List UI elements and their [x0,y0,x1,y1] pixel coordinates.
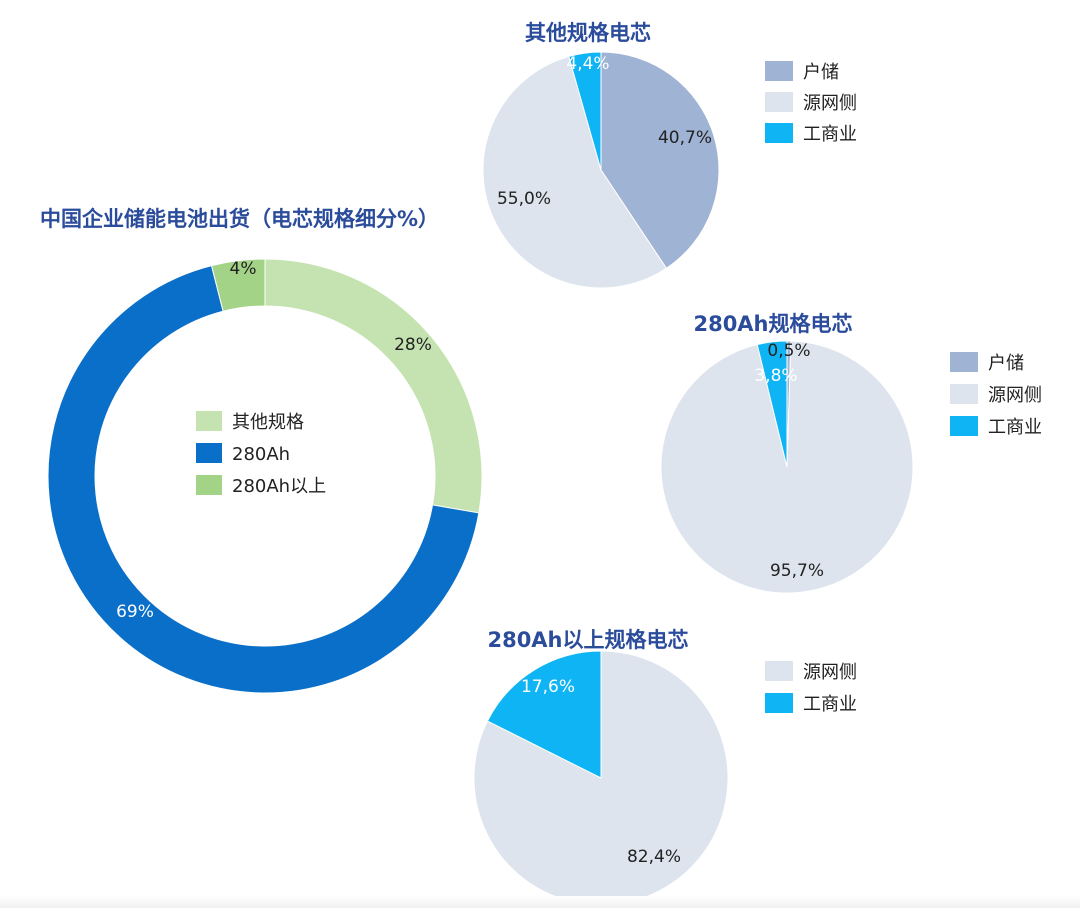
legend-label-commercial: 工商业 [803,124,857,145]
other-spec-legend: 户储 源网侧 工商业 [765,61,857,145]
main-donut-chart: 中国企业储能电池出货（电芯规格细分%） 28% 69% 4% 其他规格 280Ah … [40,207,483,694]
data-label-280ah: 69% [116,602,154,622]
slice-commercial [756,340,788,468]
legend-swatch-grid-side [950,384,978,404]
legend-label-280ah-plus: 280Ah以上 [232,476,326,497]
ah280-pie-slices [660,340,914,594]
data-label-commercial: 17,6% [521,677,575,697]
main-legend: 其他规格 280Ah 280Ah以上 [196,411,326,497]
legend-label-household: 户储 [803,62,839,83]
slice-other-spec [264,258,483,514]
data-label-household: 0,5% [767,341,810,361]
data-label-grid-side: 82,4% [627,847,681,867]
legend-label-grid-side: 源网侧 [803,662,857,683]
other-spec-pie-labels: 40,7% 55,0% 4,4% [497,54,712,209]
ah280-legend: 户储 源网侧 工商业 [950,352,1042,438]
data-label-household: 40,7% [658,128,712,148]
ah280plus-pie-chart: 280Ah以上规格电芯 82,4% 17,6% 源网侧 工商业 [473,628,857,906]
legend-swatch-household [950,352,978,372]
legend-swatch-280ah-plus [196,475,222,495]
legend-swatch-grid-side [765,92,793,112]
data-label-280ah-plus: 4% [230,259,257,279]
legend-swatch-grid-side [765,661,793,681]
legend-swatch-commercial [765,693,793,713]
legend-label-household: 户储 [988,353,1024,374]
legend-label-grid-side: 源网侧 [988,385,1042,406]
legend-swatch-commercial [950,416,978,436]
other-spec-chart-title: 其他规格电芯 [525,21,651,45]
main-donut-labels: 28% 69% 4% [116,259,432,622]
data-label-commercial: 4,4% [566,54,609,74]
legend-swatch-commercial [765,123,793,143]
other-spec-pie-slices [482,51,720,289]
main-chart-title: 中国企业储能电池出货（电芯规格细分%） [40,207,439,231]
legend-label-commercial: 工商业 [803,694,857,715]
data-label-other-spec: 28% [394,335,432,355]
legend-label-grid-side: 源网侧 [803,93,857,114]
legend-label-commercial: 工商业 [988,417,1042,438]
legend-label-other-spec: 其他规格 [232,412,304,433]
slice-280ah [47,265,480,694]
main-donut-slices [47,258,483,694]
legend-swatch-280ah [196,443,222,463]
ah280-chart-title: 280Ah规格电芯 [693,312,852,336]
ah280plus-chart-title: 280Ah以上规格电芯 [487,628,688,652]
data-label-commercial: 3,8% [754,366,797,386]
bottom-shadow-band [0,896,1080,908]
data-label-grid-side: 95,7% [770,561,824,581]
ah280-pie-chart: 280Ah规格电芯 0,5% 95,7% 3,8% 户储 源网侧 工商业 [660,312,1042,594]
slice-280ah-plus [210,258,266,312]
legend-label-280ah: 280Ah [232,444,290,465]
legend-swatch-household [765,61,793,81]
ah280plus-pie-slices [473,650,729,906]
data-label-grid-side: 55,0% [497,189,551,209]
ah280-pie-labels: 0,5% 95,7% 3,8% [754,341,824,581]
slice-commercial [568,51,602,171]
legend-swatch-other-spec [196,411,222,431]
slice-grid-side [482,55,668,289]
slice-commercial [486,650,602,779]
other-spec-pie-chart: 其他规格电芯 40,7% 55,0% 4,4% 户储 源网侧 工商业 [482,21,857,289]
ah280plus-legend: 源网侧 工商业 [765,661,857,715]
ah280plus-pie-labels: 82,4% 17,6% [521,677,681,867]
